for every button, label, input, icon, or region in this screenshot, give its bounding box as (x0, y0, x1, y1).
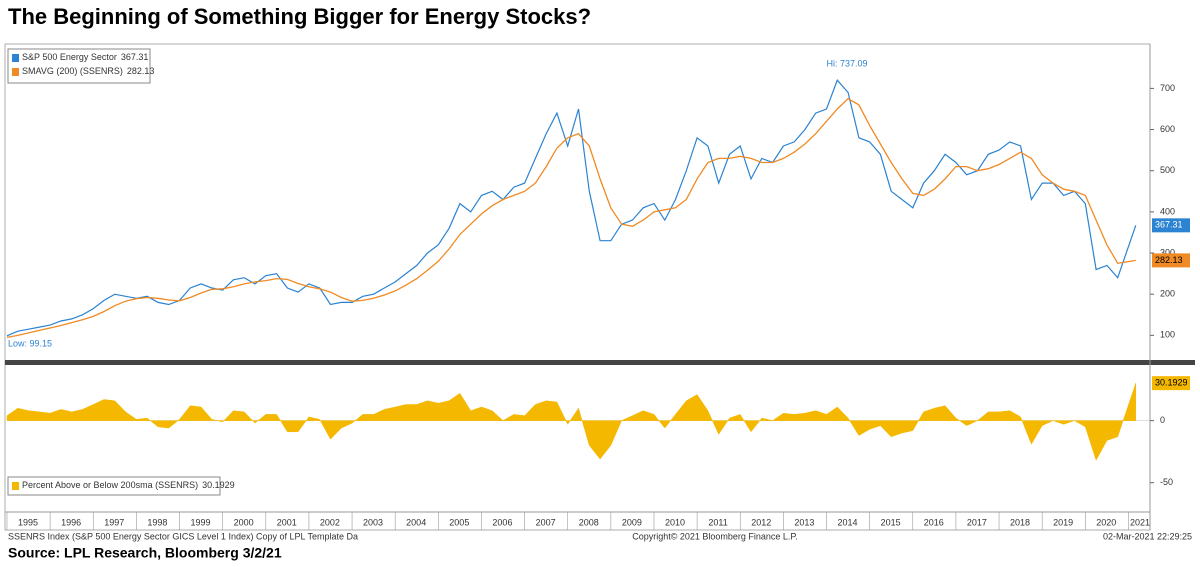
legend-label: SMAVG (200) (SSENRS) 282.13 (22, 66, 154, 76)
x-tick-label: 2007 (536, 517, 556, 527)
value-box (1152, 253, 1190, 268)
x-tick-label: 2010 (665, 517, 685, 527)
y-tick-label: 0 (1160, 415, 1165, 425)
area-series (6, 383, 1137, 461)
legend-name: SMAVG (200) (SSENRS) (22, 66, 123, 76)
line-series (6, 79, 1137, 337)
x-tick-label: 2000 (234, 517, 254, 527)
x-tick-label: 1995 (18, 517, 38, 527)
x-tick-label: 2016 (924, 517, 944, 527)
value-box-label: 367.31 (1155, 220, 1183, 230)
x-tick-label: 2015 (881, 517, 901, 527)
legend-label: S&P 500 Energy Sector 367.31 (22, 52, 148, 62)
value-box-label: 30.1929 (1155, 378, 1188, 388)
x-tick-label: 2006 (492, 517, 512, 527)
value-box-label: 282.13 (1155, 255, 1183, 265)
annotation: Low: 99.15 (8, 338, 52, 348)
x-tick-label: 2012 (751, 517, 771, 527)
legend-name: S&P 500 Energy Sector (22, 52, 117, 62)
x-tick-label: 2005 (449, 517, 469, 527)
x-tick-label: 2021 (1130, 517, 1150, 527)
legend-name: Percent Above or Below 200sma (SSENRS) (22, 480, 198, 490)
y-tick-label: 600 (1160, 124, 1175, 134)
x-tick-label: 2008 (579, 517, 599, 527)
x-tick-label: 1999 (191, 517, 211, 527)
value-box (1152, 376, 1190, 391)
panel-divider (5, 360, 1195, 365)
value-box (1152, 218, 1190, 233)
line-series (6, 97, 1136, 339)
footer-left: SSENRS Index (S&P 500 Energy Sector GICS… (8, 531, 358, 541)
x-tick-label: 2011 (708, 517, 727, 527)
x-tick-label: 2020 (1096, 517, 1116, 527)
x-tick-label: 2003 (363, 517, 383, 527)
x-tick-label: 1996 (61, 517, 81, 527)
x-tick-label: 2019 (1053, 517, 1073, 527)
footer-right: 02-Mar-2021 22:29:25 (1103, 531, 1192, 541)
chart-title: The Beginning of Something Bigger for En… (8, 4, 591, 29)
legend-value: 30.1929 (202, 480, 235, 490)
x-tick-label: 2004 (406, 517, 426, 527)
x-tick-label: 1998 (147, 517, 167, 527)
y-tick-label: 500 (1160, 165, 1175, 175)
legend-label: Percent Above or Below 200sma (SSENRS) 30… (22, 480, 235, 490)
y-tick-label: 200 (1160, 289, 1175, 299)
legend-swatch (12, 68, 19, 76)
x-tick-label: 2013 (794, 517, 814, 527)
plot-frame (4, 43, 1151, 531)
y-tick-label: 700 (1160, 83, 1175, 93)
y-tick-label: -50 (1160, 477, 1173, 487)
x-tick-label: 2014 (837, 517, 857, 527)
legend-swatch (12, 482, 19, 490)
x-tick-label: 2017 (967, 517, 987, 527)
footer-center: Copyright© 2021 Bloomberg Finance L.P. (632, 531, 798, 541)
x-tick-label: 2018 (1010, 517, 1030, 527)
legend-box (7, 48, 151, 84)
x-tick-label: 2002 (320, 517, 340, 527)
legend-box (7, 476, 221, 496)
y-tick-label: 400 (1160, 206, 1175, 216)
x-tick-label: 2009 (622, 517, 642, 527)
legend-value: 282.13 (127, 66, 155, 76)
legend-swatch (12, 54, 19, 62)
x-tick-label: 2001 (277, 517, 297, 527)
y-tick-label: 300 (1160, 247, 1175, 257)
source: Source: LPL Research, Bloomberg 3/2/21 (8, 545, 282, 561)
x-tick-label: 1997 (104, 517, 124, 527)
y-tick-label: 100 (1160, 330, 1175, 340)
annotation: Hi: 737.09 (826, 58, 867, 68)
legend-value: 367.31 (121, 52, 149, 62)
